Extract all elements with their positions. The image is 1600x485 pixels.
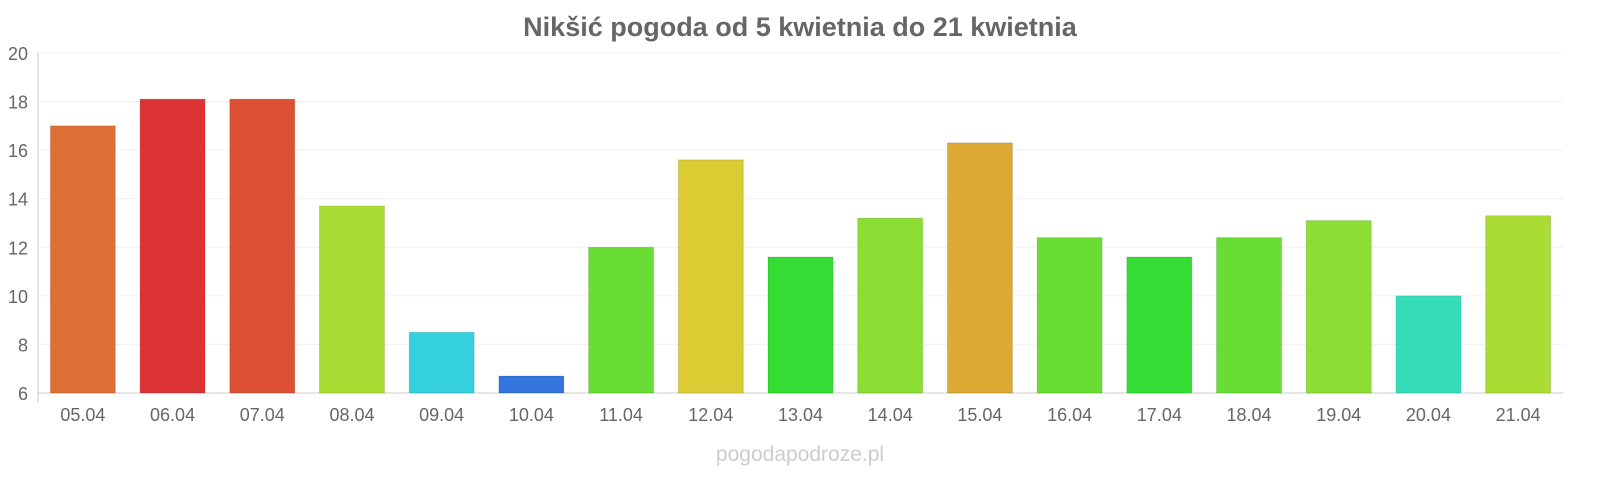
- bar-09.04: [408, 331, 475, 394]
- x-tick-label: 21.04: [1496, 405, 1541, 425]
- bar-21.04: [1485, 215, 1552, 394]
- x-tick-label: 12.04: [688, 405, 733, 425]
- x-tick-label: 06.04: [150, 405, 195, 425]
- y-tick-label: 20: [8, 44, 28, 64]
- bar-05.04: [49, 125, 116, 394]
- bar-06.04: [139, 98, 206, 394]
- x-tick-label: 05.04: [60, 405, 105, 425]
- bar-08.04: [318, 205, 385, 394]
- chart-title: Nikšić pogoda od 5 kwietnia do 21 kwietn…: [523, 12, 1078, 42]
- x-tick-label: 13.04: [778, 405, 823, 425]
- x-tick-label: 19.04: [1316, 405, 1361, 425]
- x-tick-label: 17.04: [1137, 405, 1182, 425]
- x-tick-label: 18.04: [1227, 405, 1272, 425]
- x-tick-label: 20.04: [1406, 405, 1451, 425]
- x-tick-label: 15.04: [957, 405, 1002, 425]
- bar-19.04: [1305, 220, 1372, 394]
- y-tick-label: 16: [8, 141, 28, 161]
- y-tick-label: 18: [8, 93, 28, 113]
- bar-17.04: [1126, 256, 1193, 394]
- x-tick-label: 10.04: [509, 405, 554, 425]
- bar-16.04: [1036, 237, 1103, 394]
- x-tick-label: 08.04: [329, 405, 374, 425]
- y-tick-label: 10: [8, 287, 28, 307]
- x-tick-label: 16.04: [1047, 405, 1092, 425]
- bar-15.04: [946, 142, 1013, 394]
- x-tick-label: 09.04: [419, 405, 464, 425]
- bar-10.04: [498, 375, 565, 394]
- y-tick-label: 14: [8, 190, 28, 210]
- bar-14.04: [857, 217, 924, 394]
- bar-07.04: [229, 98, 296, 394]
- y-tick-label: 12: [8, 238, 28, 258]
- watermark: pogodapodroze.pl: [716, 443, 884, 466]
- bar-13.04: [767, 256, 834, 394]
- x-tick-label: 11.04: [599, 405, 643, 425]
- bar-12.04: [677, 159, 744, 394]
- y-tick-label: 6: [18, 384, 28, 404]
- bar-11.04: [588, 246, 655, 394]
- x-tick-label: 14.04: [868, 405, 913, 425]
- bar-18.04: [1216, 237, 1283, 394]
- bar-20.04: [1395, 295, 1462, 394]
- x-tick-label: 07.04: [240, 405, 285, 425]
- y-tick-label: 8: [18, 335, 28, 355]
